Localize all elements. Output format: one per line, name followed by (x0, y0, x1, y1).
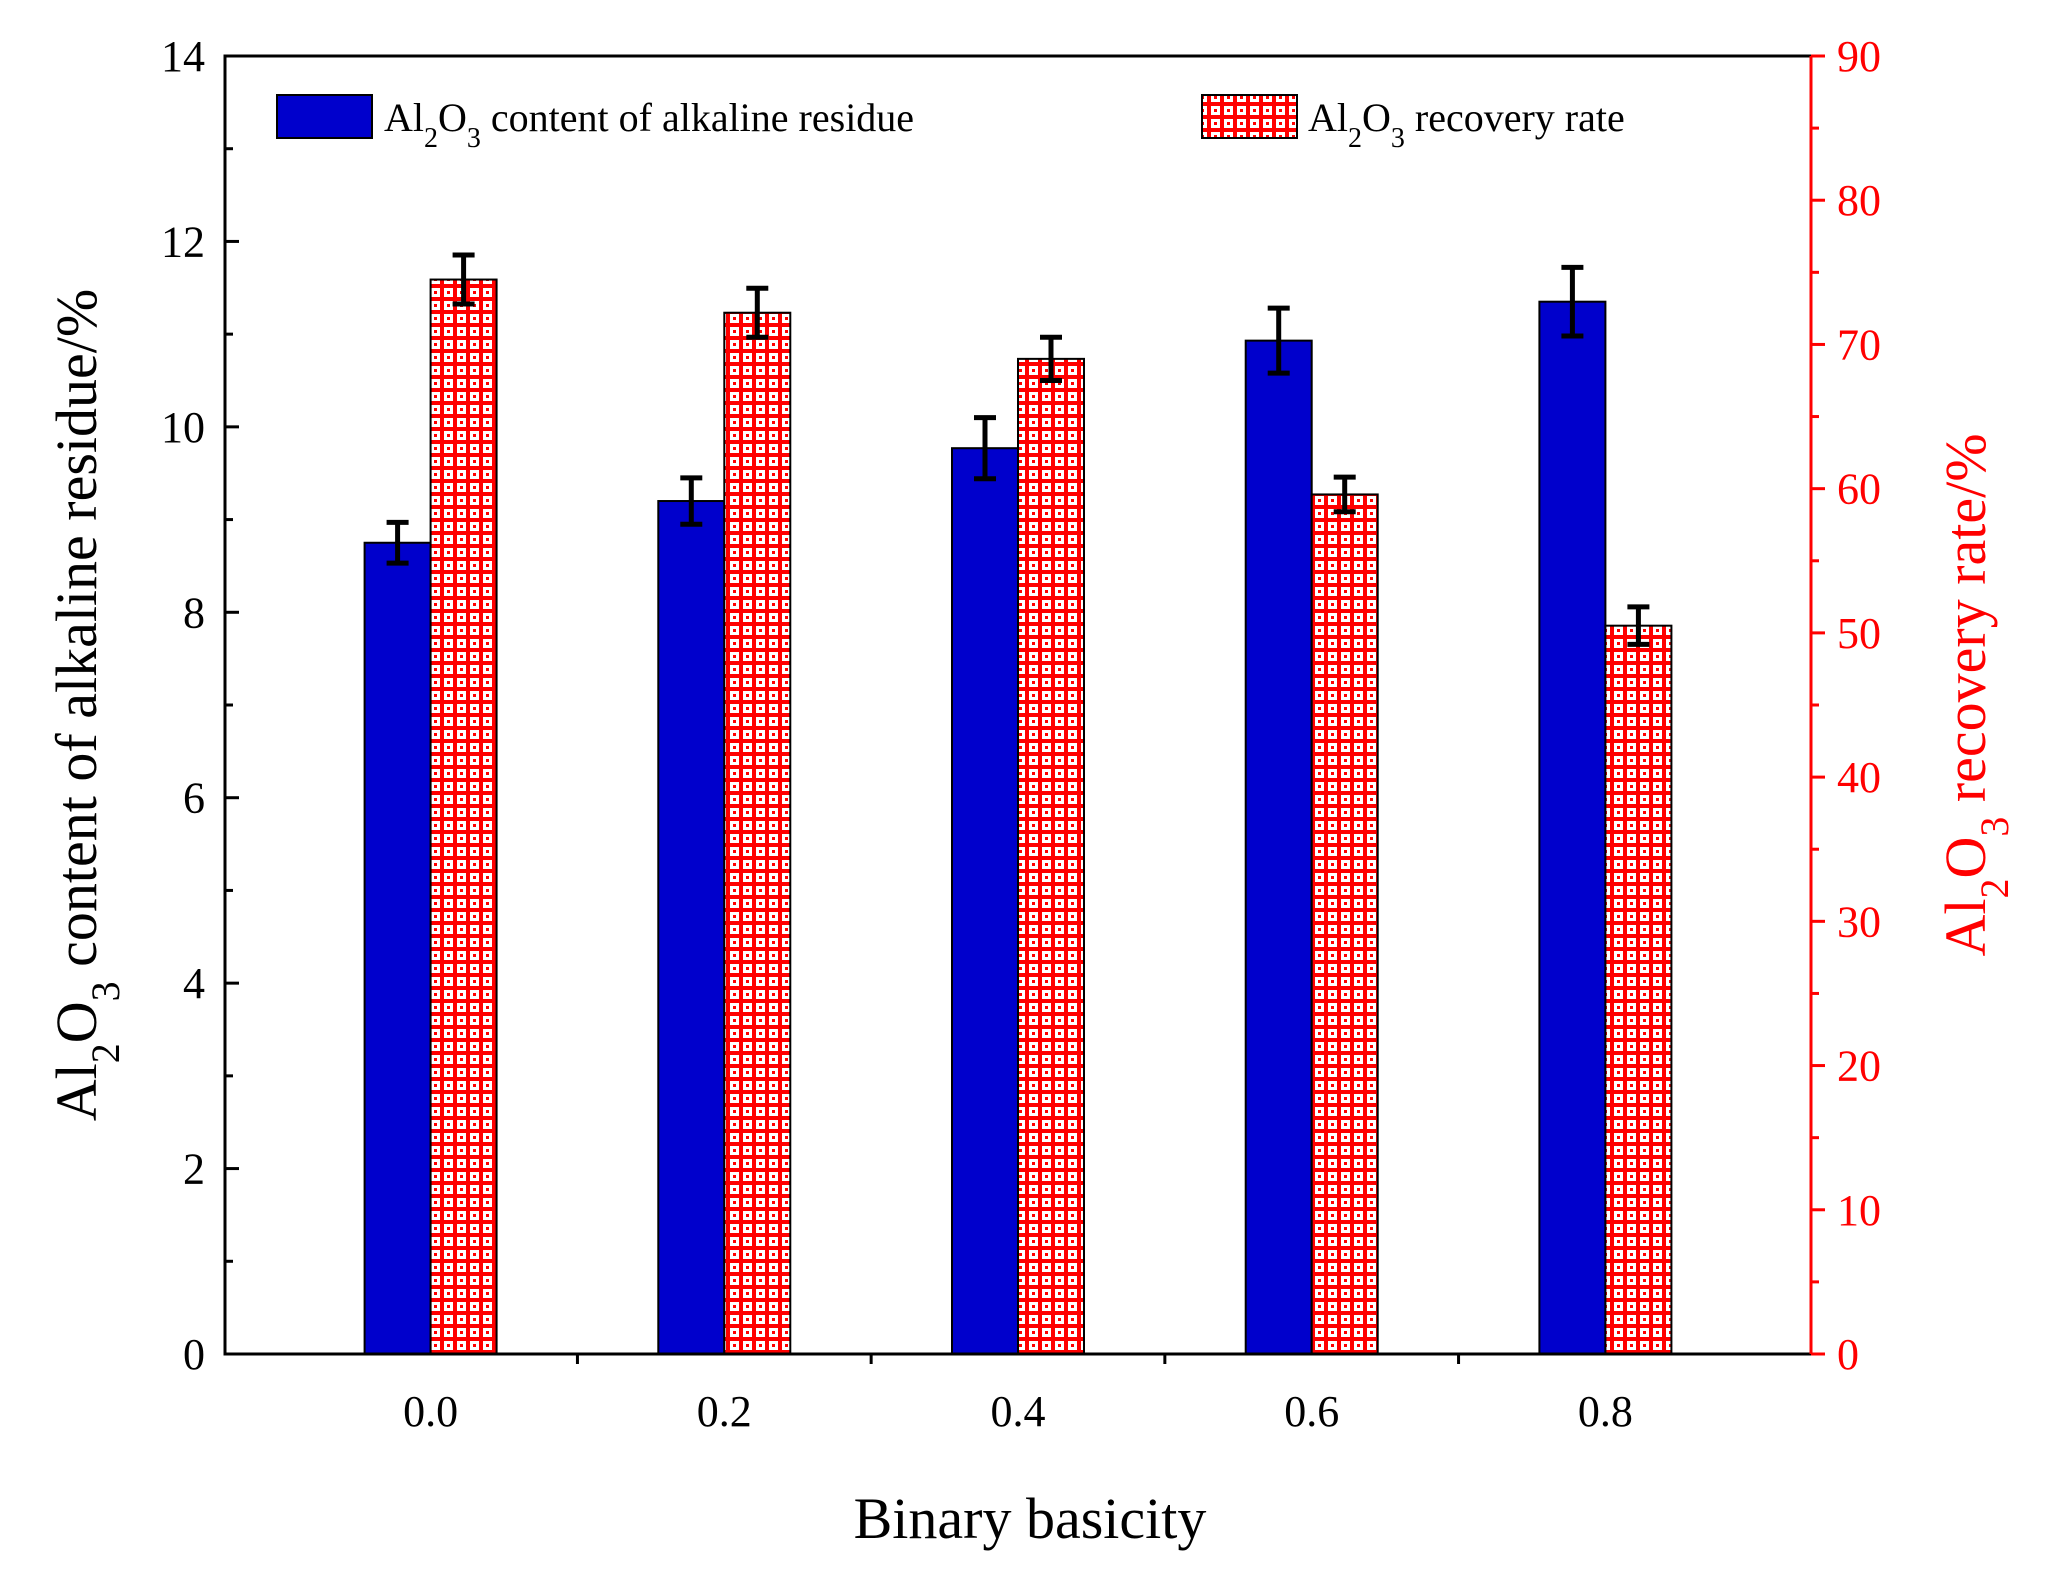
bars-layer (363, 278, 1673, 1356)
left-tick-label: 4 (183, 959, 205, 1008)
right-tick-label: 40 (1837, 753, 1881, 802)
left-tick-label: 14 (161, 32, 205, 81)
error-bar-recovery-rate-0.8 (1627, 604, 1650, 647)
bar-alkaline-residue-0.0 (363, 541, 432, 1355)
bar-recovery-rate-0.6 (1310, 493, 1379, 1355)
left-tick-label: 0 (183, 1330, 205, 1379)
left-axis-ticks: 0 2 4 6 8 10 12 14 (161, 32, 239, 1379)
right-tick-label: 10 (1837, 1186, 1881, 1235)
error-bars-layer (386, 252, 1650, 647)
right-tick-label: 70 (1837, 320, 1881, 369)
error-bar-recovery-rate-0.6 (1333, 474, 1356, 515)
right-axis-title: Al2O3 recovery rate/% (1933, 433, 2017, 956)
legend-swatch-recovery-rate (1201, 94, 1298, 139)
x-axis-title: Binary basicity (854, 1486, 1207, 1551)
x-tick-label: 0.8 (1578, 1387, 1633, 1436)
error-bar-alkaline-residue-0.0 (386, 519, 409, 566)
x-axis-ticks: 0.0 0.2 0.4 0.6 0.8 (403, 1354, 1633, 1436)
right-axis-ticks: 0 10 20 30 40 50 60 70 80 90 (1811, 32, 1881, 1379)
left-tick-label: 12 (161, 217, 205, 266)
error-bar-alkaline-residue-0.4 (974, 415, 996, 482)
x-tick-label: 0.2 (697, 1387, 752, 1436)
right-tick-label: 0 (1837, 1330, 1859, 1379)
right-tick-label: 80 (1837, 176, 1881, 225)
bar-alkaline-residue-0.4 (951, 447, 1019, 1355)
error-bar-alkaline-residue-0.2 (680, 475, 703, 527)
x-tick-label: 0.0 (403, 1387, 458, 1436)
legend-swatch-alkaline-residue (276, 94, 373, 139)
left-tick-label: 8 (183, 588, 205, 637)
error-bar-alkaline-residue-0.6 (1267, 305, 1290, 376)
legend: Al2O3 content of alkaline residue Al2O3 … (276, 94, 1625, 154)
error-bar-recovery-rate-0.2 (746, 285, 769, 340)
bar-recovery-rate-0.2 (723, 311, 792, 1355)
right-tick-label: 30 (1837, 897, 1881, 946)
legend-label-recovery-rate: Al2O3 recovery rate (1308, 95, 1625, 154)
left-tick-label: 2 (183, 1145, 205, 1194)
right-tick-label: 90 (1837, 32, 1881, 81)
error-bar-recovery-rate-0.4 (1040, 334, 1062, 383)
right-tick-label: 60 (1837, 465, 1881, 514)
x-tick-label: 0.6 (1284, 1387, 1339, 1436)
error-bar-recovery-rate-0.0 (452, 252, 475, 307)
x-tick-label: 0.4 (991, 1387, 1046, 1436)
left-axis-title: Al2O3 content of alkaline residue/% (44, 289, 128, 1121)
legend-label-alkaline-residue: Al2O3 content of alkaline residue (384, 95, 914, 154)
right-tick-label: 20 (1837, 1042, 1881, 1091)
bar-alkaline-residue-0.2 (657, 500, 726, 1355)
bar-alkaline-residue-0.8 (1538, 300, 1607, 1355)
error-bar-alkaline-residue-0.8 (1561, 264, 1584, 339)
left-tick-label: 6 (183, 774, 205, 823)
bar-recovery-rate-0.8 (1604, 624, 1673, 1355)
bar-alkaline-residue-0.6 (1244, 339, 1313, 1355)
bar-recovery-rate-0.0 (429, 278, 498, 1355)
bar-recovery-rate-0.4 (1017, 357, 1085, 1356)
left-tick-label: 10 (161, 403, 205, 452)
right-tick-label: 50 (1837, 609, 1881, 658)
